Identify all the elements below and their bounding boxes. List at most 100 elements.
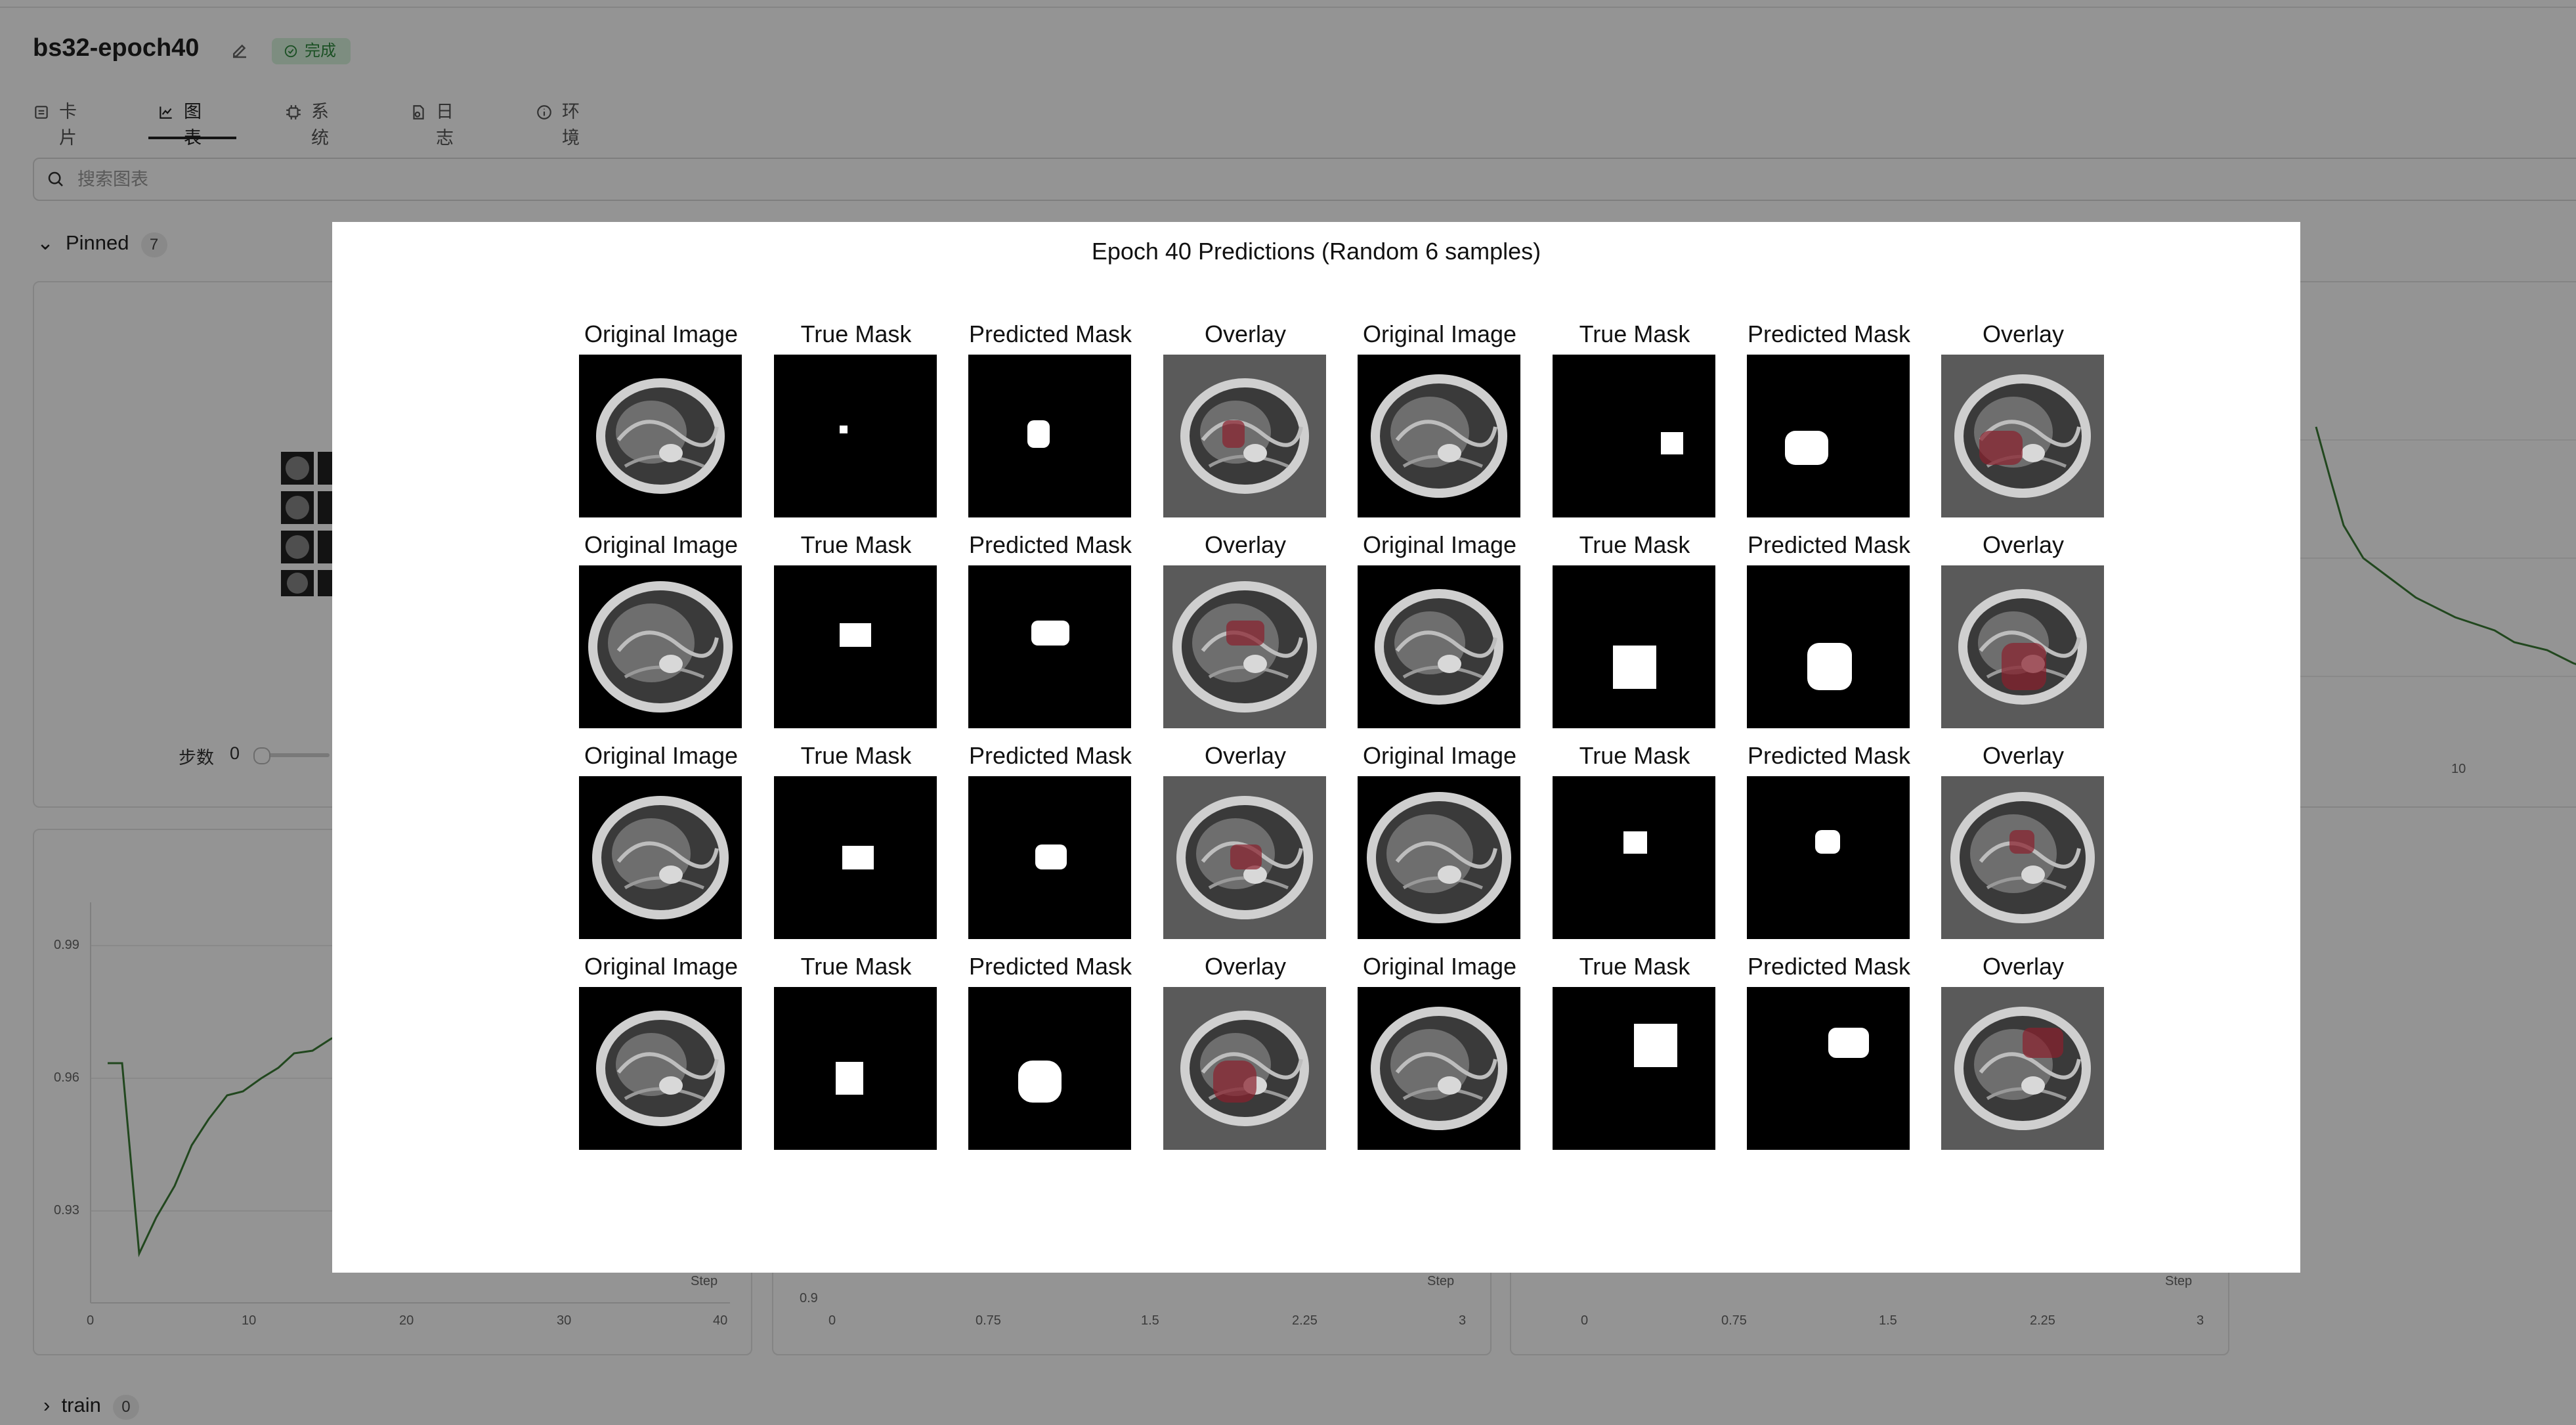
tab-environment[interactable]: 环境 (536, 99, 580, 148)
true-mask-panel (1553, 355, 1715, 517)
original-image-title: Original Image (584, 320, 739, 347)
y-tick: 0.99 (54, 938, 79, 952)
predicted-mask-panel (968, 565, 1131, 728)
check-circle-icon (284, 45, 297, 58)
x-tick: 0.75 (1721, 1313, 1747, 1328)
x-tick: 10 (2451, 762, 2466, 776)
overlay-panel (1163, 355, 1326, 517)
x-axis-label: Step (2165, 1274, 2193, 1288)
predicted-mask-title: Predicted Mask (968, 953, 1132, 980)
original-image-panel (1358, 987, 1520, 1150)
x-tick: 2.25 (1292, 1313, 1318, 1328)
overlay-title: Overlay (1204, 531, 1287, 558)
step-slider[interactable] (253, 747, 330, 764)
x-tick: 0 (87, 1313, 95, 1328)
true-mask-title: True Mask (1579, 742, 1690, 769)
chevron-right-icon: › (43, 1393, 51, 1416)
y-tick: 0.96 (54, 1070, 79, 1085)
chart-icon (160, 106, 172, 119)
true-mask-title: True Mask (1579, 320, 1690, 347)
overlay-title: Overlay (1204, 320, 1287, 347)
tab-logs[interactable]: 日志 (410, 99, 454, 148)
overlay-panel (1941, 355, 2104, 517)
true-mask-panel (774, 355, 937, 517)
search-input[interactable] (76, 164, 2048, 194)
original-image-panel (579, 565, 742, 728)
tab-label: 日志 (436, 102, 454, 148)
predicted-mask-title: Predicted Mask (968, 742, 1132, 769)
x-tick: 3 (1459, 1313, 1467, 1328)
modal-title: Epoch 40 Predictions (Random 6 samples) (1091, 238, 1541, 265)
original-image-panel (579, 355, 742, 517)
predicted-mask-title: Predicted Mask (1747, 320, 1911, 347)
y-tick: 0.9 (800, 1291, 818, 1305)
overlay-title: Overlay (1982, 531, 2065, 558)
overlay-title: Overlay (1204, 953, 1287, 980)
tab-label: 卡片 (59, 102, 77, 148)
search-icon (48, 171, 63, 186)
true-mask-title: True Mask (800, 531, 912, 558)
original-image-panel (579, 987, 742, 1150)
true-mask-panel (774, 776, 937, 939)
overlay-panel (1163, 565, 1326, 728)
x-axis-label: Step (691, 1274, 718, 1288)
tab-label: 系统 (311, 102, 329, 148)
pinned-label: Pinned (65, 231, 129, 254)
true-mask-panel (774, 565, 937, 728)
card-icon (35, 106, 48, 119)
predicted-mask-panel (968, 987, 1131, 1150)
original-image-title: Original Image (584, 742, 739, 769)
loss-chart-card: 10 (2283, 281, 2576, 808)
overlay-panel (1941, 987, 2104, 1150)
overlay-panel (1163, 776, 1326, 939)
slider-handle[interactable] (253, 747, 270, 764)
loss-chart-plot (2285, 426, 2576, 677)
edit-icon[interactable] (230, 41, 249, 60)
original-image-title: Original Image (584, 953, 739, 980)
x-tick: 1.5 (1879, 1313, 1897, 1328)
x-tick: 0.75 (976, 1313, 1001, 1328)
tab-label: 环境 (562, 102, 580, 148)
x-tick: 10 (242, 1313, 257, 1328)
true-mask-panel (1553, 987, 1715, 1150)
x-tick: 3 (2197, 1313, 2204, 1328)
true-mask-title: True Mask (1579, 953, 1690, 980)
status-label: 完成 (305, 42, 336, 60)
info-icon (537, 105, 551, 120)
predicted-mask-panel (1747, 565, 1910, 728)
x-tick: 30 (557, 1313, 572, 1328)
predicted-mask-title: Predicted Mask (968, 531, 1132, 558)
overlay-panel (1941, 776, 2104, 939)
x-tick: 0 (1581, 1313, 1589, 1328)
status-badge: 完成 (272, 38, 351, 64)
predicted-mask-panel (1747, 355, 1910, 517)
top-border (0, 0, 2576, 8)
pinned-section-header[interactable]: ⌄ Pinned 7 (37, 231, 167, 257)
true-mask-title: True Mask (1579, 531, 1690, 558)
step-value: 0 (230, 743, 240, 763)
true-mask-panel (1553, 565, 1715, 728)
original-image-panel (1358, 776, 1520, 939)
log-icon (413, 105, 424, 120)
original-image-title: Original Image (1362, 531, 1517, 558)
image-preview-modal: Epoch 40 Predictions (Random 6 samples) … (332, 222, 2300, 1273)
chip-icon (286, 105, 301, 120)
true-mask-panel (1553, 776, 1715, 939)
true-mask-title: True Mask (800, 320, 912, 347)
predicted-mask-title: Predicted Mask (1747, 531, 1911, 558)
tab-cards[interactable]: 卡片 (33, 99, 77, 148)
overlay-panel (1941, 565, 2104, 728)
tab-system[interactable]: 系统 (285, 99, 329, 148)
predicted-mask-title: Predicted Mask (1747, 953, 1911, 980)
original-image-panel (579, 776, 742, 939)
original-image-panel (1358, 565, 1520, 728)
original-image-title: Original Image (1362, 320, 1517, 347)
train-section-header[interactable]: › train 0 (43, 1393, 139, 1420)
original-image-title: Original Image (584, 531, 739, 558)
overlay-title: Overlay (1204, 742, 1287, 769)
predicted-mask-panel (1747, 987, 1910, 1150)
search-box[interactable] (33, 158, 2576, 201)
original-image-panel (1358, 355, 1520, 517)
original-image-title: Original Image (1362, 953, 1517, 980)
pinned-count: 7 (140, 232, 167, 257)
